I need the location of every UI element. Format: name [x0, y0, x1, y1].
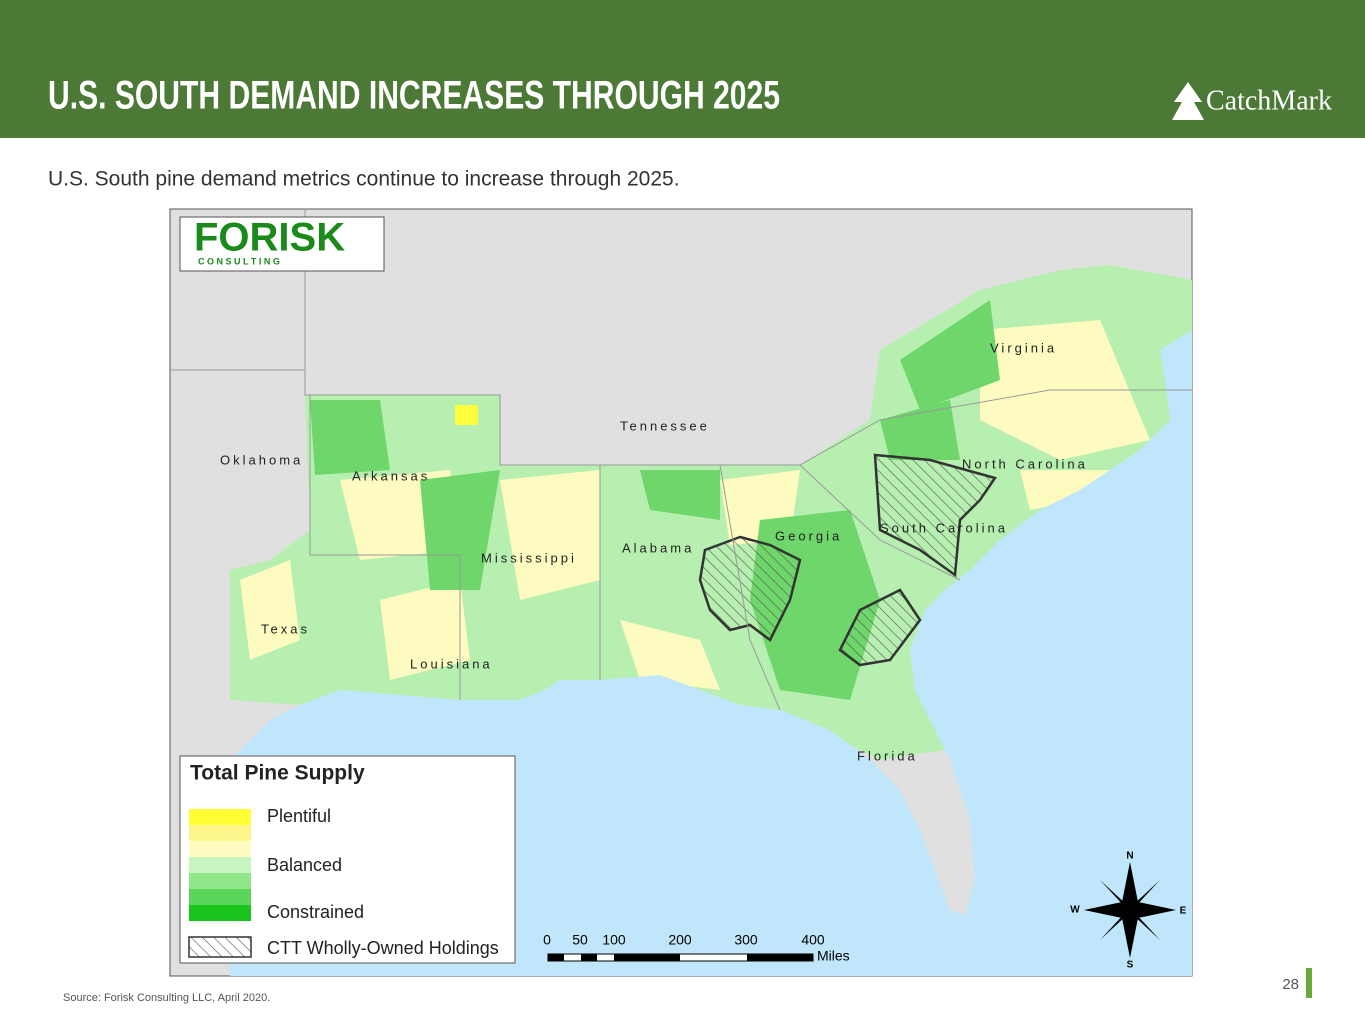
forisk-tagline: C O N S U L T I N G — [198, 256, 280, 266]
forisk-logo-box — [179, 216, 385, 272]
page-number: 28 — [1282, 976, 1299, 993]
scale-label: 300 — [734, 932, 758, 948]
compass-label: N — [1126, 851, 1133, 862]
legend-item: Plentiful — [267, 806, 331, 826]
page-accent — [1306, 968, 1312, 998]
state-label: Arkansas — [352, 468, 430, 483]
state-borders — [170, 209, 1192, 711]
scale-label: 100 — [602, 932, 626, 948]
state-label: Tennessee — [620, 418, 710, 433]
state-label: Louisiana — [410, 656, 493, 671]
compass-label: E — [1180, 906, 1187, 917]
state-label: Virginia — [990, 340, 1057, 355]
logo-icon — [1172, 82, 1204, 120]
scale-label: 50 — [572, 932, 588, 948]
scale-unit: Miles — [817, 948, 850, 964]
legend-item: CTT Wholly-Owned Holdings — [267, 938, 499, 958]
scale-label: 0 — [543, 932, 551, 948]
scale-bar — [547, 953, 814, 962]
logo-text: CatchMark — [1206, 85, 1332, 116]
compass — [1084, 862, 1176, 958]
state-label: Florida — [857, 748, 918, 763]
legend-item: Balanced — [267, 855, 342, 875]
state-label: Alabama — [622, 540, 694, 555]
holdings — [698, 453, 998, 667]
scale-label: 200 — [668, 932, 692, 948]
slide-title: U.S. SOUTH DEMAND INCREASES THROUGH 2025 — [48, 74, 780, 118]
state-label: South Carolina — [880, 520, 1008, 535]
forisk-logo: FORISK — [194, 216, 345, 260]
state-label: Georgia — [775, 528, 842, 543]
plentiful-patch — [455, 405, 478, 425]
legend-item: Constrained — [267, 902, 364, 922]
legend-title: Total Pine Supply — [190, 762, 365, 785]
subtitle: U.S. South pine demand metrics continue … — [48, 168, 680, 191]
source-note: Source: Forisk Consulting LLC, April 202… — [63, 992, 270, 1004]
compass-label: W — [1070, 905, 1080, 916]
state-label: North Carolina — [962, 456, 1088, 471]
header-bar — [0, 0, 1365, 138]
state-label: Oklahoma — [220, 452, 303, 467]
compass-label: S — [1127, 960, 1134, 971]
map: FORISK C O N S U L T I N G Virginia Tenn… — [169, 208, 1193, 977]
state-label: Mississippi — [481, 550, 577, 565]
scale-label: 400 — [801, 932, 825, 948]
state-label: Texas — [261, 621, 310, 636]
